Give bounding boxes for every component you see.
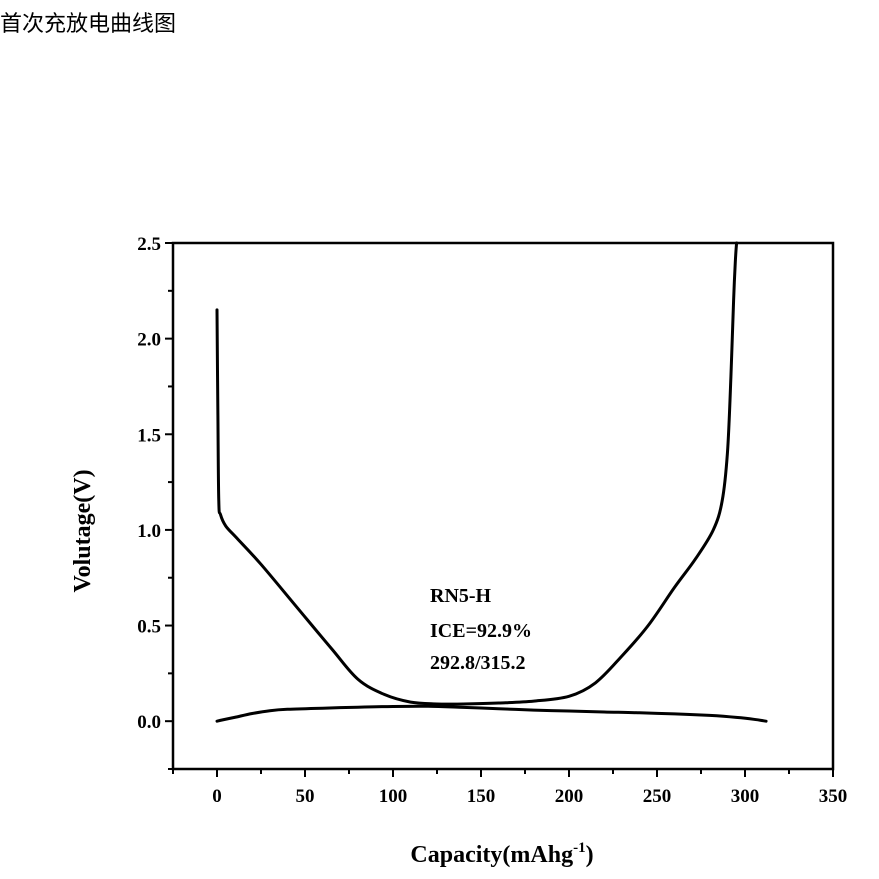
y-tick-label: 1.5 <box>137 425 161 446</box>
x-tick-label: 300 <box>731 786 760 807</box>
y-tick-label: 2.0 <box>137 330 161 351</box>
y-tick-label: 2.5 <box>137 234 161 255</box>
annotation-sample: RN5-H <box>430 585 492 607</box>
series-line-discharge <box>215 704 768 723</box>
y-axis-label: Volutage(V) <box>70 469 96 592</box>
x-tick-label: 0 <box>212 786 222 807</box>
y-tick-label: 1.0 <box>137 521 161 542</box>
x-tick-label: 350 <box>819 786 848 807</box>
annotation-capacity-ratio: 292.8/315.2 <box>430 652 526 674</box>
plot-frame <box>171 241 835 771</box>
x-axis-label: Capacity(mAhg-1) <box>410 840 593 868</box>
annotation-ice: ICE=92.9% <box>430 620 532 642</box>
page-title: 首次充放电曲线图 <box>0 12 177 37</box>
series-line-charge <box>215 241 739 706</box>
x-axis-label-superscript: -1 <box>573 840 586 856</box>
y-tick-label: 0.5 <box>137 617 161 638</box>
x-axis-label-close: ) <box>586 842 594 868</box>
x-tick-label: 250 <box>643 786 672 807</box>
x-tick-label: 50 <box>296 786 315 807</box>
x-tick-label: 100 <box>379 786 408 807</box>
x-axis-label-main: Capacity(mAhg <box>410 842 573 868</box>
x-tick-label: 200 <box>555 786 584 807</box>
y-tick-label: 0.0 <box>137 712 161 733</box>
x-tick-label: 150 <box>467 786 496 807</box>
